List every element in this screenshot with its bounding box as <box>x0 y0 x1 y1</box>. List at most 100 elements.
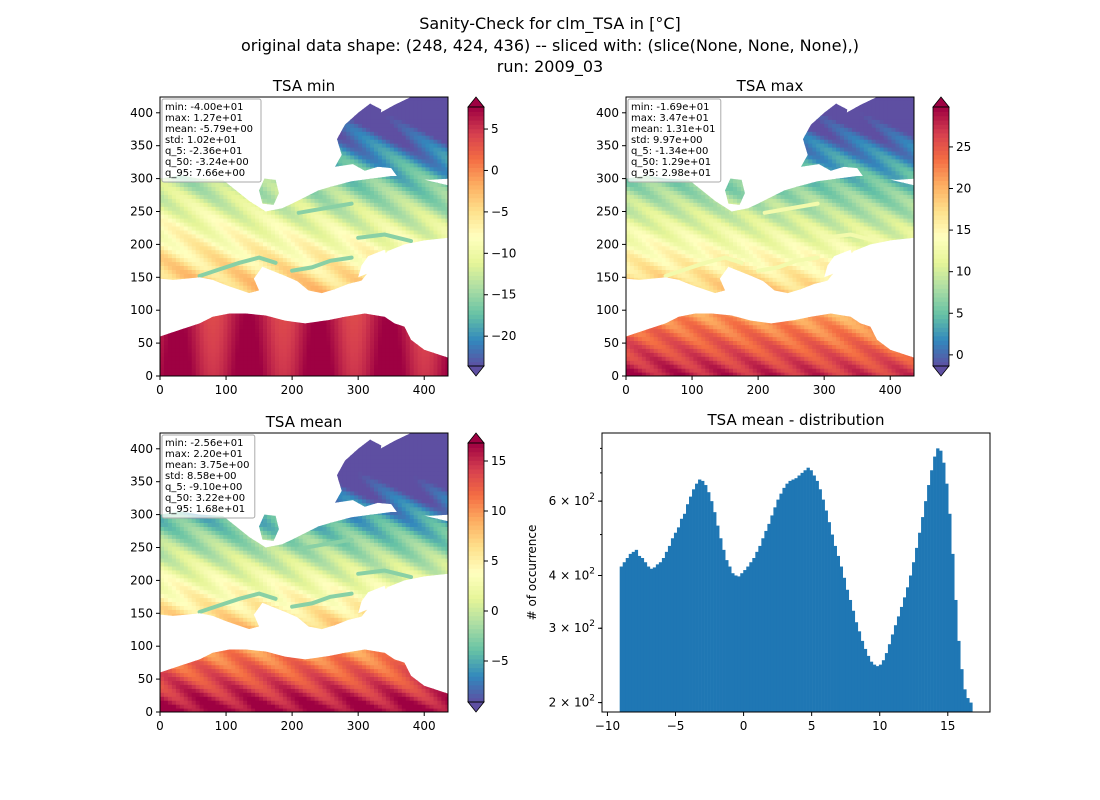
field-cell <box>278 352 284 357</box>
field-cell <box>211 273 217 278</box>
field-cell <box>191 186 197 191</box>
field-cell <box>211 316 217 322</box>
field-cell <box>393 182 399 187</box>
field-cell <box>322 253 328 259</box>
field-cell <box>330 277 335 282</box>
field-cell <box>294 222 300 227</box>
field-cell <box>314 229 320 235</box>
field-cell <box>393 328 399 334</box>
field-cell <box>342 143 347 148</box>
field-cell <box>378 328 383 334</box>
field-cell <box>401 190 407 195</box>
field-cell <box>389 115 395 120</box>
field-cell <box>219 214 224 219</box>
field-cell <box>346 324 351 330</box>
field-cell <box>445 226 448 231</box>
field-cell <box>298 198 304 203</box>
field-cell <box>401 186 407 191</box>
field-cell <box>425 115 431 120</box>
field-cell <box>223 190 228 195</box>
field-cell <box>429 372 435 376</box>
field-cell <box>167 277 173 282</box>
field-cell <box>374 249 379 255</box>
field-cell <box>227 277 232 282</box>
field-cell <box>413 107 419 112</box>
field-cell <box>255 210 260 215</box>
field-cell <box>334 277 339 282</box>
field-cell <box>358 328 363 334</box>
field-cell <box>175 340 181 345</box>
field-cell <box>385 237 391 243</box>
field-cell <box>263 249 268 255</box>
field-cell <box>211 226 217 231</box>
field-cell <box>334 269 339 274</box>
field-cell <box>223 226 228 231</box>
field-cell <box>346 233 351 239</box>
field-cell <box>326 202 332 207</box>
field-cell <box>160 356 165 361</box>
field-cell <box>346 249 351 255</box>
field-cell <box>203 352 209 357</box>
field-cell <box>437 115 442 120</box>
field-cell <box>441 198 446 203</box>
field-cell <box>421 162 427 168</box>
field-cell <box>263 186 268 191</box>
field-cell <box>278 344 284 349</box>
field-cell <box>322 285 328 290</box>
field-cell <box>370 336 375 341</box>
field-cell <box>381 237 387 243</box>
field-cell <box>298 372 304 376</box>
field-cell <box>389 158 395 164</box>
field-cell <box>445 111 448 116</box>
field-cell <box>294 348 300 353</box>
field-cell <box>358 111 363 116</box>
field-cell <box>409 206 415 211</box>
field-cell <box>350 257 355 263</box>
field-cell <box>259 226 264 231</box>
field-cell <box>310 253 316 259</box>
field-cell <box>445 119 448 124</box>
field-cell <box>215 344 221 349</box>
field-cell <box>271 253 276 259</box>
field-cell <box>342 222 347 227</box>
field-cell <box>183 249 189 255</box>
field-cell <box>171 348 177 353</box>
field-cell <box>215 265 221 270</box>
field-cell <box>354 364 359 369</box>
field-cell <box>215 336 221 341</box>
field-cell <box>429 147 435 152</box>
field-cell <box>429 111 435 116</box>
field-cell <box>199 356 205 361</box>
field-cell <box>330 328 335 334</box>
field-cell <box>338 245 343 251</box>
field-cell <box>175 229 181 235</box>
field-cell <box>421 131 427 136</box>
field-cell <box>199 202 205 207</box>
field-cell <box>211 202 217 207</box>
field-cell <box>445 214 448 219</box>
field-cell <box>215 237 221 243</box>
field-cell <box>282 340 288 345</box>
field-cell <box>278 210 284 215</box>
field-cell <box>231 316 236 322</box>
field-cell <box>342 131 347 136</box>
field-cell <box>211 320 217 326</box>
field-cell <box>247 273 252 278</box>
field-cell <box>199 245 205 251</box>
field-cell <box>358 340 363 345</box>
field-cell <box>358 316 363 322</box>
field-cell <box>302 273 308 278</box>
field-cell <box>274 352 280 357</box>
field-cell <box>362 368 367 373</box>
field-cell <box>271 324 276 330</box>
field-cell <box>358 372 363 376</box>
field-cell <box>330 364 335 369</box>
field-cell <box>322 368 328 373</box>
field-cell <box>207 237 213 243</box>
field-cell <box>286 368 292 373</box>
field-cell <box>370 348 375 353</box>
field-cell <box>445 360 448 365</box>
field-cell <box>433 233 439 239</box>
field-cell <box>370 344 375 349</box>
field-cell <box>215 340 221 345</box>
